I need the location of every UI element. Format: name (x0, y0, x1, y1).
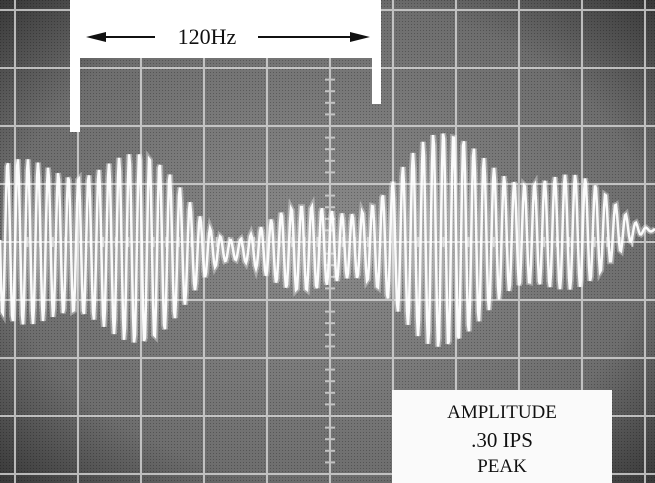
amplitude-line: AMPLITUDE (447, 402, 557, 423)
waveform (0, 133, 655, 347)
waveform-trace (0, 133, 655, 347)
amplitude-box (392, 390, 612, 483)
amplitude-annotation: AMPLITUDE .30 IPS PEAK (392, 390, 612, 483)
amplitude-line: PEAK (477, 456, 527, 477)
arrow-head (350, 32, 370, 42)
span-marker-left (70, 0, 80, 132)
span-annotation: 120Hz (70, 0, 381, 132)
arrow-head (86, 32, 106, 42)
amplitude-line: .30 IPS (471, 428, 533, 452)
span-label: 120Hz (178, 24, 237, 49)
span-label-box (80, 0, 380, 58)
